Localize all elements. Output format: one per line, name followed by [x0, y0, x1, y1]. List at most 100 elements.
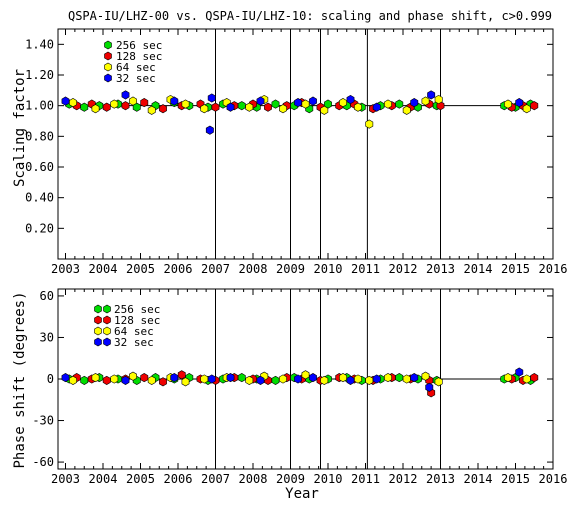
data-point [226, 102, 235, 112]
y-tick-label: -30 [32, 414, 54, 428]
data-point [504, 373, 512, 383]
x-tick-label: 2008 [239, 472, 268, 486]
data-point [309, 96, 317, 106]
y-tick-label: 1.20 [25, 68, 54, 82]
data-point [339, 373, 347, 383]
legend-marker [94, 337, 102, 347]
legend-marker [94, 315, 102, 325]
data-point [200, 104, 209, 114]
data-point [294, 374, 302, 384]
data-point [515, 367, 524, 377]
data-point [530, 373, 539, 383]
data-point [320, 375, 329, 385]
data-point [395, 373, 404, 383]
data-point [226, 373, 235, 383]
data-point [80, 102, 89, 112]
legend-marker-secondary [103, 326, 111, 336]
data-point [102, 375, 111, 385]
legend-marker [104, 62, 112, 72]
data-point [427, 90, 436, 100]
data-point [177, 370, 186, 380]
data-point [140, 98, 149, 108]
y-tick-label: -60 [32, 455, 54, 469]
x-tick-label: 2008 [239, 262, 268, 276]
data-point [200, 374, 209, 384]
data-point [181, 99, 190, 109]
y-tick-label: 0.20 [25, 221, 54, 235]
legend-label: 256 sec [116, 39, 162, 52]
data-point [504, 99, 512, 109]
legend-marker [104, 40, 112, 50]
data-point [346, 375, 355, 385]
x-tick-label: 2014 [464, 262, 493, 276]
data-point [170, 96, 179, 106]
x-tick-label: 2014 [464, 472, 493, 486]
y-tick-label: 1.00 [25, 99, 54, 113]
y-tick-label: 0.40 [25, 191, 54, 205]
legend-label: 256 sec [114, 303, 160, 316]
x-tick-label: 2015 [501, 472, 530, 486]
y-tick-label: 0.80 [25, 129, 54, 143]
data-point [211, 102, 220, 112]
data-point [434, 94, 443, 105]
data-point [159, 104, 167, 114]
data-point [384, 373, 392, 383]
data-point [320, 105, 329, 115]
x-tick-label: 2004 [89, 472, 118, 486]
data-point [80, 375, 89, 385]
x-tick-label: 2010 [314, 262, 343, 276]
data-point [91, 373, 100, 383]
data-point [279, 104, 287, 114]
data-point [121, 90, 130, 100]
data-point [271, 375, 280, 385]
data-point [294, 98, 302, 108]
scaling-ylabel: Scaling factor [12, 69, 28, 187]
data-point [425, 382, 434, 392]
data-point [237, 101, 246, 111]
data-point [301, 370, 310, 380]
data-point [365, 375, 374, 385]
data-point [522, 374, 531, 384]
legend-label: 64 sec [116, 61, 156, 74]
data-point [129, 371, 137, 381]
data-point [181, 377, 190, 387]
scaling-factor-panel: 2003 2004 2005 2006 2007 2008 2009 2010 2011 2012… [25, 28, 567, 276]
data-point [256, 96, 265, 106]
data-point [205, 125, 214, 135]
data-point [264, 102, 272, 112]
x-tick-label: 2016 [539, 472, 568, 486]
x-tick-label: 2011 [351, 472, 380, 486]
data-point [256, 375, 265, 385]
y-tick-label: 0.60 [25, 160, 54, 174]
data-point [102, 102, 111, 112]
data-point [354, 102, 362, 112]
x-tick-label: 2004 [89, 262, 118, 276]
data-point [395, 99, 404, 109]
data-point [279, 374, 287, 384]
data-point [159, 377, 167, 387]
data-point [434, 377, 443, 387]
data-point [129, 96, 137, 106]
x-tick-label: 2009 [276, 472, 305, 486]
data-point [402, 105, 411, 115]
y-tick-label: 60 [40, 289, 54, 303]
chart-title: QSPA-IU/LHZ-00 vs. QSPA-IU/LHZ-10: scali… [68, 9, 552, 23]
phase-ylabel: Phase shift (degrees) [12, 291, 28, 468]
data-point [91, 104, 100, 114]
data-point [402, 374, 411, 384]
data-point [339, 98, 347, 108]
x-tick-label: 2005 [126, 262, 155, 276]
x-tick-label: 2015 [501, 262, 530, 276]
data-point [365, 119, 374, 129]
data-point [421, 96, 430, 106]
legend-marker-secondary [103, 304, 111, 314]
data-point [410, 373, 419, 383]
data-point [237, 373, 246, 383]
data-point [372, 374, 381, 384]
x-tick-label: 2011 [351, 262, 380, 276]
data-point [110, 99, 119, 109]
x-tick-label: 2010 [314, 472, 343, 486]
x-tick-label: 2005 [126, 472, 155, 486]
phase-shift-panel: 2003 2004 2005 2006 2007 2008 2009 2010 2011 2012… [32, 288, 568, 486]
